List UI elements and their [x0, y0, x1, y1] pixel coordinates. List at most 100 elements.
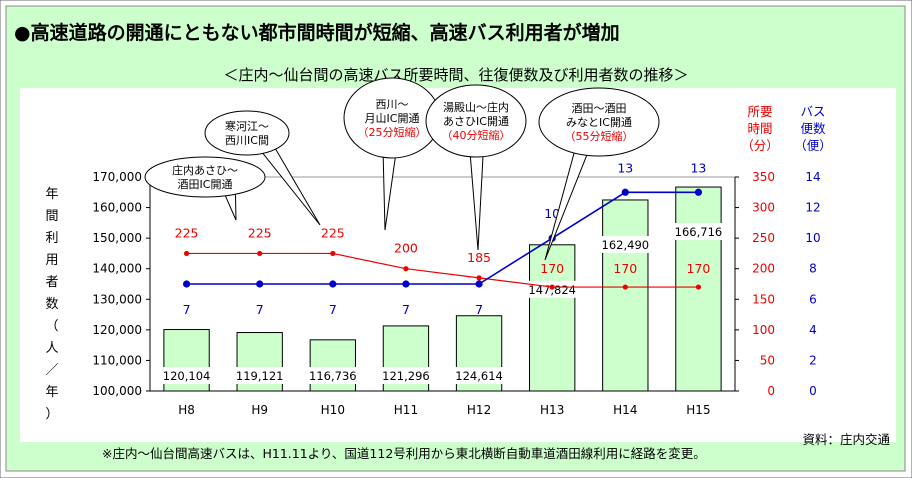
time-series-line: [186, 252, 699, 288]
callout-text: 西川～: [376, 98, 409, 111]
left-axis-title-char: ）: [45, 407, 58, 422]
bar-label: 120,104: [163, 369, 211, 383]
left-tick-label: 140,000: [92, 262, 142, 276]
time-label: 170: [613, 261, 637, 276]
bar-label-box: [668, 223, 729, 241]
time-point: [330, 250, 336, 257]
trips-tick-label: 8: [809, 262, 817, 276]
trips-label: 7: [256, 302, 264, 317]
callout-reduction: （40分短縮）: [442, 128, 511, 142]
left-axis-title-char: （: [45, 319, 58, 334]
bar-label-box: [302, 367, 363, 384]
time-tick-label: 300: [752, 201, 775, 215]
trips-tick-label: 6: [809, 292, 817, 306]
bar-label: 121,296: [382, 369, 430, 383]
callout-text: 月山IC開通: [365, 112, 420, 125]
time-tick-label: 350: [752, 170, 775, 184]
trips-tick-label: 2: [809, 353, 817, 367]
trips-tick-label: 12: [805, 201, 820, 215]
time-point: [257, 250, 263, 257]
trips-axis-title: （便）: [794, 138, 832, 153]
callout-bubble-fill: [427, 86, 525, 156]
plot-area-group: 100,000 110,000 120,000 130,000 140,000 150,0…: [20, 77, 896, 442]
callout-text: 庄内あさひ～: [172, 163, 238, 177]
x-tick-label: H9: [251, 403, 268, 417]
time-point: [549, 284, 555, 290]
time-tick-label: 100: [752, 323, 775, 337]
trips-tick-label: 14: [805, 170, 820, 184]
chart-title: ＜庄内～仙台間の高速バス所要時間、往復便数及び利用者数の推移＞: [223, 66, 688, 84]
bar-label-box: [595, 235, 656, 253]
bar-label: 116,736: [309, 369, 357, 383]
left-axis-title-char: 年: [45, 385, 58, 400]
trips-point: [182, 280, 191, 288]
left-tick-label: 150,000: [92, 231, 142, 245]
time-axis-title: 時間: [747, 121, 772, 136]
time-point: [695, 284, 702, 290]
time-point: [622, 284, 628, 290]
callout-text: あさひIC開通: [443, 115, 509, 128]
x-tick-label: H11: [394, 403, 418, 417]
bar-label: 124,614: [455, 369, 503, 383]
trips-label: 7: [475, 302, 483, 317]
trips-axis-title: バス: [800, 104, 825, 119]
callout-text: 湯殿山～庄内: [443, 100, 509, 114]
bar-label: 147,824: [528, 283, 576, 297]
bar-label-box: [449, 367, 510, 384]
bar: [602, 199, 649, 392]
callout-reduction: （55分短縮）: [565, 129, 634, 143]
trips-point: [694, 188, 703, 196]
trips-label: 7: [329, 302, 337, 317]
time-tick-label: 250: [752, 231, 775, 245]
time-label: 170: [687, 261, 711, 276]
callout-bubble-fill: [540, 89, 658, 155]
time-label: 225: [175, 225, 199, 240]
x-tick-label: H8: [178, 403, 195, 417]
left-axis-title-char: 用: [45, 253, 58, 268]
x-tick-label: H14: [613, 403, 637, 417]
time-label: 200: [394, 241, 418, 256]
left-tick-label: 130,000: [92, 292, 142, 306]
page-heading: ●高速道路の開通にともない都市間時間が短縮、高速バス利用者が増加: [14, 21, 620, 44]
left-axis-title-char: 年: [45, 187, 58, 202]
x-tick-label: H10: [321, 403, 345, 417]
trips-label: 7: [402, 302, 410, 317]
bar-label: 119,121: [236, 369, 284, 383]
x-tick-label: H13: [540, 403, 564, 417]
left-axis-title-char: 者: [45, 275, 58, 290]
left-tick-label: 110,000: [92, 353, 142, 367]
trips-tick-label: 4: [809, 323, 817, 337]
time-tick-label: 200: [752, 262, 775, 276]
left-axis-title-char: ／: [45, 363, 58, 378]
callout-bubble-fill: [345, 79, 439, 157]
trips-point: [621, 188, 629, 196]
trips-tick-label: 10: [805, 231, 820, 245]
trips-label: 7: [183, 302, 191, 317]
bar-label-box: [229, 367, 290, 384]
time-tick-label: 50: [760, 353, 775, 367]
left-axis-title-char: 人: [45, 341, 58, 356]
callout-text: 寒河江～: [225, 119, 269, 133]
time-tick-label: 0: [767, 384, 775, 398]
time-tick-label: 150: [752, 292, 775, 306]
bar-label-box: [375, 367, 436, 384]
trips-point: [329, 280, 337, 288]
callout-reduction: （25分短縮）: [358, 125, 427, 139]
left-tick-label: 170,000: [92, 170, 142, 184]
left-axis-title-char: 数: [45, 297, 58, 312]
bar: [529, 244, 576, 392]
callout-text: 酒田IC開通: [178, 178, 233, 191]
time-label: 225: [248, 225, 272, 240]
callout-text: 西川IC間: [225, 134, 269, 147]
x-tick-label: H15: [686, 403, 710, 417]
callout-text: 酒田～酒田: [572, 102, 627, 115]
left-axis-title-char: 利: [45, 231, 58, 246]
trips-point: [402, 280, 410, 288]
left-axis-title-char: 間: [45, 209, 58, 224]
time-label: 170: [540, 261, 564, 276]
trips-label: 13: [690, 160, 706, 175]
time-point: [183, 250, 190, 257]
trips-point: [475, 280, 483, 288]
